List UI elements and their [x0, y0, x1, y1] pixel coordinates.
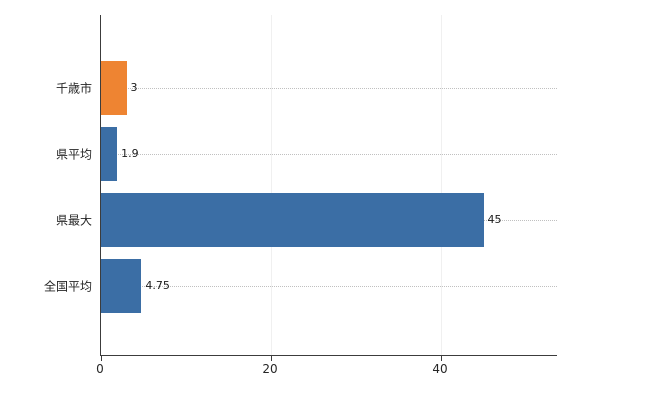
x-axis-tick-label: 20 — [262, 362, 278, 376]
y-axis-label: 県平均 — [55, 147, 92, 162]
bar-value-label: 4.75 — [145, 279, 170, 292]
bar — [101, 193, 484, 247]
y-axis-label: 千歳市 — [55, 81, 92, 96]
x-axis-tick-label: 40 — [432, 362, 448, 376]
x-axis-tick — [441, 356, 442, 361]
bar-value-label: 45 — [487, 213, 502, 226]
plot-area: 3 1.9 45 4.75 — [100, 15, 557, 361]
bar-value-label: 1.9 — [121, 147, 139, 160]
y-axis-label: 県最大 — [55, 213, 92, 228]
y-gridline — [101, 286, 557, 287]
y-gridline — [101, 88, 557, 89]
bar — [101, 259, 142, 313]
x-axis-tick — [271, 356, 272, 361]
y-axis-label: 全国平均 — [43, 279, 92, 294]
y-gridline — [101, 154, 557, 155]
bar — [101, 61, 127, 115]
bar-value-label: 3 — [130, 81, 138, 94]
x-gridline — [271, 15, 272, 355]
x-gridline — [441, 15, 442, 355]
x-axis-tick — [101, 356, 102, 361]
bar — [101, 127, 118, 181]
x-axis-tick-label: 0 — [96, 362, 104, 376]
